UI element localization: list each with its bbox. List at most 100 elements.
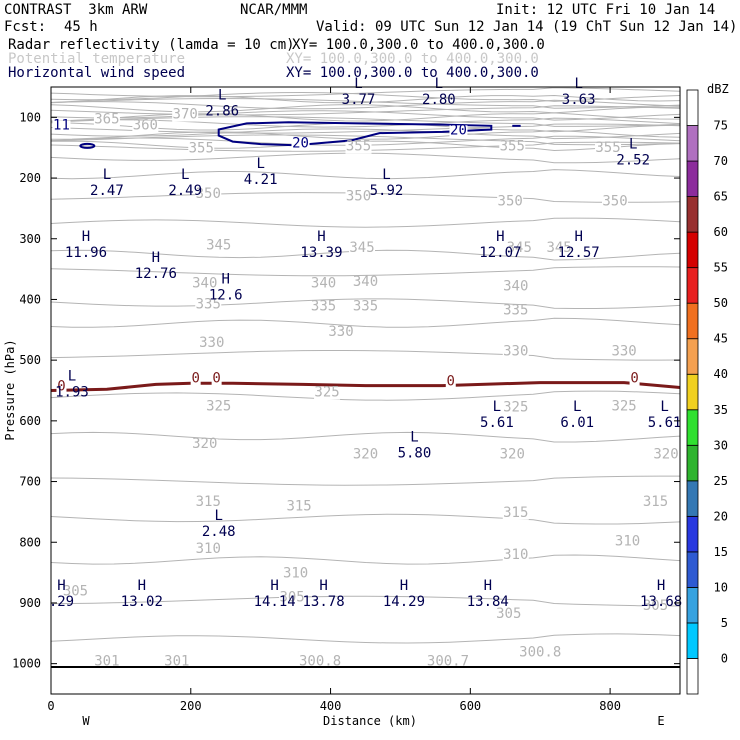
theta-label: 310 (503, 547, 528, 563)
theta-label: 350 (346, 189, 371, 205)
colorbar-unit: dBZ (707, 82, 729, 96)
colorbar-label: 65 (714, 190, 728, 204)
theta-label-bg (310, 301, 337, 314)
extremum-marker: L (382, 167, 390, 183)
colorbar-label: 60 (714, 225, 728, 239)
theta-label-bg (62, 586, 89, 599)
zero-dbz-contour (50, 381, 681, 392)
colorbar-swatch (686, 622, 699, 659)
y-tick-label: 1000 (12, 657, 41, 671)
theta-label-bg (345, 191, 372, 204)
theta-label-bg (352, 301, 379, 314)
extremum-value: 3.63 (562, 92, 596, 108)
theta-label: 315 (643, 494, 668, 510)
extremum-marker: H (574, 229, 582, 245)
theta-label: 355 (595, 140, 620, 156)
colorbar-swatch (686, 480, 699, 517)
model-title: CONTRAST 3km ARW (4, 2, 148, 18)
theta-contour-line (50, 169, 681, 180)
theta-label-bg (205, 401, 232, 414)
theta-label-bg (502, 305, 529, 318)
colorbar-label: 35 (714, 403, 728, 417)
colorbar-label: 20 (714, 509, 728, 523)
colorbar-swatch (686, 587, 699, 624)
theta-label-bg (611, 346, 638, 359)
theta-label-bg (282, 568, 309, 581)
theta-label-bg (188, 143, 215, 156)
colorbar-swatch (686, 231, 699, 269)
x-end-east: E (657, 714, 664, 728)
wind-contour-20 (217, 121, 493, 147)
theta-contour-line (50, 633, 681, 644)
extremum-value: 2.48 (202, 524, 236, 540)
field-xy-theta: XY= 100.0,300.0 to 400.0,300.0 (286, 51, 539, 67)
theta-label: 320 (653, 446, 678, 462)
theta-contour-line (50, 105, 681, 116)
extremum-marker: L (435, 76, 443, 92)
colorbar-swatch (686, 160, 699, 197)
theta-label: 325 (314, 385, 339, 401)
forecast-hour: 45 h (64, 19, 98, 35)
theta-contour-line (50, 112, 681, 122)
theta-label: 355 (189, 141, 214, 157)
y-tick-label: 600 (19, 414, 41, 428)
theta-label-bg (642, 601, 669, 614)
theta-label-bg (195, 189, 222, 202)
extremum-marker: L (573, 399, 581, 415)
theta-label: 320 (500, 446, 525, 462)
theta-contour-line (50, 475, 680, 486)
theta-label-bg (172, 109, 199, 122)
extremum-value: 5.61 (648, 415, 682, 431)
theta-label-bg (349, 243, 376, 256)
theta-label: 301 (94, 653, 119, 669)
extremum-value: 1.93 (55, 385, 89, 401)
y-tick-label: 100 (19, 110, 41, 124)
theta-contour-line (50, 97, 681, 109)
extremum-value: 14.29 (383, 594, 425, 610)
colorbar-swatch (686, 89, 699, 126)
theta-label: 300.7 (427, 653, 469, 669)
theta-label: 335 (196, 297, 221, 313)
theta-label-bg (191, 278, 218, 291)
wind-contour-label: 20 (450, 122, 467, 138)
extremum-marker: H (57, 578, 65, 594)
theta-contour-line (50, 513, 681, 525)
theta-label: 330 (611, 343, 636, 359)
theta-label-bg (546, 243, 573, 256)
colorbar-swatch (686, 444, 699, 482)
theta-label-bg (502, 346, 529, 359)
theta-label-bg (426, 656, 469, 669)
extremum-value: 2.49 (168, 183, 202, 199)
theta-label: 305 (643, 598, 668, 614)
extremum-marker: L (68, 369, 76, 385)
zero-contour-label: 0 (57, 379, 65, 395)
theta-label-bg (653, 449, 680, 462)
zero-contour-label-bg (56, 381, 67, 394)
theta-contour-line (50, 350, 681, 361)
colorbar-label: 0 (721, 651, 728, 665)
theta-label: 340 (503, 278, 528, 294)
extremum-marker: L (354, 76, 362, 92)
colorbar-label: 45 (714, 332, 728, 346)
extremum-value: 5.80 (398, 445, 432, 461)
y-tick-label: 300 (19, 232, 41, 246)
theta-label-bg (595, 142, 622, 155)
theta-contour-line (50, 140, 681, 152)
plot-frame (50, 86, 681, 695)
extremum-value: 13.68 (640, 594, 682, 610)
valid-time: Valid: 09 UTC Sun 12 Jan 14 (19 ChT Sun … (316, 19, 738, 35)
extremum-marker: L (629, 137, 637, 153)
y-tick-label: 900 (19, 596, 41, 610)
y-tick-label: 200 (19, 171, 41, 185)
colorbar-swatch (686, 551, 699, 588)
wind-contour-label-bg (291, 138, 310, 151)
theta-contour-line (50, 298, 681, 309)
theta-label: 340 (192, 275, 217, 291)
theta-label: 370 (173, 107, 198, 123)
theta-label: 345 (507, 240, 532, 256)
theta-label-bg (195, 496, 222, 509)
field-name-theta: Potential temperature (8, 51, 186, 67)
colorbar-swatch (686, 267, 699, 304)
